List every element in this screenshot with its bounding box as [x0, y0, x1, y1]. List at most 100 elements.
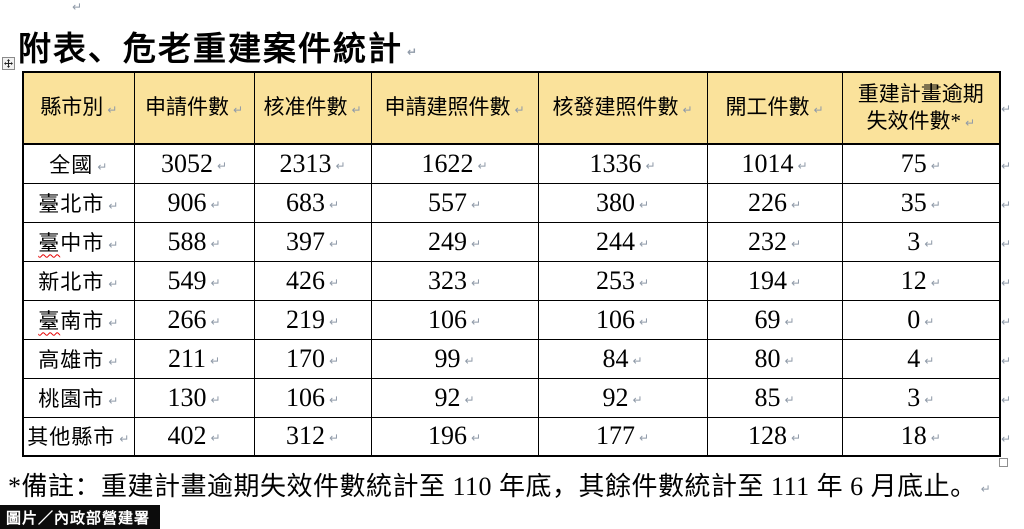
end-of-cell-mark: ↵ [328, 197, 340, 212]
column-header: 開工件數 ↵ [706, 71, 843, 145]
value-cell: 106 ↵ [537, 299, 708, 340]
end-of-cell-mark: ↵ [930, 431, 941, 446]
paragraph-mark: ↵ [72, 0, 83, 14]
end-of-cell-mark: ↵ [210, 431, 221, 446]
value-cell: 549 ↵ [133, 260, 255, 301]
value-cell: 106 ↵ [253, 377, 372, 418]
end-of-cell-mark: ↵ [97, 159, 109, 174]
value-cell: 426 ↵ [253, 260, 372, 301]
region-cell: 全國 ↵ [22, 143, 135, 184]
value-cell: 4 ↵ [841, 338, 1001, 379]
end-of-cell-mark: ↵ [790, 431, 802, 446]
table-move-handle[interactable] [2, 57, 15, 70]
table-row: 臺北市 ↵ 906 ↵ 683 ↵ 557 ↵ 380 ↵ 226 ↵ 35 ↵ [22, 182, 1001, 223]
column-header: 核准件數 ↵ [253, 71, 372, 145]
end-of-cell-mark: ↵ [108, 276, 120, 291]
end-of-cell-mark: ↵ [108, 354, 120, 369]
end-of-cell-mark: ↵ [464, 392, 475, 407]
end-of-cell-mark: ↵ [328, 431, 340, 446]
four-way-arrow-icon [4, 59, 13, 68]
page-title: 附表、危老重建案件統計 ↵ [18, 22, 419, 70]
end-of-cell-mark: ↵ [108, 237, 120, 252]
end-of-row-mark: ↵ [1001, 314, 1012, 329]
region-cell: 臺北市 ↵ [22, 182, 135, 223]
value-cell: 18 ↵ [841, 416, 1001, 457]
end-of-cell-mark: ↵ [210, 314, 221, 329]
end-of-cell-mark: ↵ [790, 197, 802, 212]
value-cell: 3052 ↵ [133, 143, 255, 184]
stats-table: 縣市別 ↵ 申請件數 ↵ 核准件數 ↵ 申請建照件數 ↵ 核發建照件數 ↵ 開工件數 ↵ 重建計畫逾期 … [22, 71, 1001, 457]
value-cell: 380 ↵ [537, 182, 708, 223]
end-of-row-mark: ↵ [1001, 275, 1012, 290]
end-of-cell-mark: ↵ [645, 158, 656, 173]
end-of-cell-mark: ↵ [470, 314, 482, 329]
value-cell: 906 ↵ [133, 182, 255, 223]
value-cell: 35 ↵ [841, 182, 1001, 223]
end-of-row-mark: ↵ [1001, 353, 1012, 368]
value-cell: 0 ↵ [841, 299, 1001, 340]
image-credit-badge: 圖片／內政部營建署 [0, 505, 161, 529]
end-of-cell-mark: ↵ [514, 102, 525, 117]
end-of-cell-mark: ↵ [470, 197, 482, 212]
end-of-cell-mark: ↵ [107, 102, 118, 117]
value-cell: 312 ↵ [253, 416, 372, 457]
end-of-cell-mark: ↵ [216, 158, 228, 173]
end-of-row-mark: ↵ [1001, 197, 1012, 212]
table-row: 新北市 ↵ 549 ↵ 426 ↵ 323 ↵ 253 ↵ 194 ↵ 12 ↵ [22, 260, 1001, 301]
value-cell: 588 ↵ [133, 221, 255, 262]
end-of-row-mark: ↵ [1001, 431, 1012, 446]
region-cell: 新北市 ↵ [22, 260, 135, 301]
header-row: 縣市別 ↵ 申請件數 ↵ 核准件數 ↵ 申請建照件數 ↵ 核發建照件數 ↵ 開工件數 ↵ 重建計畫逾期 … [22, 71, 1001, 145]
end-of-cell-mark: ↵ [930, 275, 941, 290]
value-cell: 557 ↵ [370, 182, 539, 223]
end-of-cell-mark: ↵ [328, 236, 340, 251]
column-header: 申請建照件數 ↵ [370, 71, 539, 145]
spellcheck-squiggle: 臺 [38, 230, 61, 255]
value-cell: 402 ↵ [133, 416, 255, 457]
footnote: *備註：重建計畫逾期失效件數統計至 110 年底，其餘件數統計至 111 年 6… [8, 466, 991, 503]
value-cell: 397 ↵ [253, 221, 372, 262]
table-resize-handle[interactable] [999, 458, 1008, 467]
table-row: 高雄市 ↵ 211 ↵ 170 ↵ 99 ↵ 84 ↵ 80 ↵ 4 ↵ [22, 338, 1001, 379]
end-of-cell-mark: ↵ [209, 353, 221, 368]
table-row: 其他縣市 ↵ 402 ↵ 312 ↵ 196 ↵ 177 ↵ 128 ↵ 18 ↵ [22, 416, 1001, 457]
value-cell: 1014 ↵ [706, 143, 843, 184]
region-cell: 臺中市 ↵ [22, 221, 135, 262]
end-of-cell-mark: ↵ [328, 353, 340, 368]
end-of-cell-mark: ↵ [784, 353, 795, 368]
value-cell: 92 ↵ [537, 377, 708, 418]
end-of-cell-mark: ↵ [470, 236, 482, 251]
value-cell: 2313 ↵ [253, 143, 372, 184]
end-of-cell-mark: ↵ [632, 392, 643, 407]
end-of-cell-mark: ↵ [924, 353, 935, 368]
table-container: 縣市別 ↵ 申請件數 ↵ 核准件數 ↵ 申請建照件數 ↵ 核發建照件數 ↵ 開工件數 ↵ 重建計畫逾期 … [22, 71, 1001, 457]
value-cell: 80 ↵ [706, 338, 843, 379]
end-of-cell-mark: ↵ [924, 236, 935, 251]
value-cell: 211 ↵ [133, 338, 255, 379]
end-of-cell-mark: ↵ [470, 431, 482, 446]
value-cell: 266 ↵ [133, 299, 255, 340]
paragraph-mark: ↵ [980, 482, 992, 497]
value-cell: 130 ↵ [133, 377, 255, 418]
end-of-row-mark: ↵ [1001, 392, 1012, 407]
end-of-cell-mark: ↵ [328, 275, 340, 290]
end-of-cell-mark: ↵ [638, 314, 650, 329]
end-of-row-mark: ↵ [1001, 101, 1012, 116]
value-cell: 3 ↵ [841, 377, 1001, 418]
column-header: 核發建照件數 ↵ [537, 71, 708, 145]
value-cell: 99 ↵ [370, 338, 539, 379]
value-cell: 170 ↵ [253, 338, 372, 379]
table-row: 全國 ↵ 3052 ↵ 2313 ↵ 1622 ↵ 1336 ↵ 1014 ↵ 75 ↵ [22, 143, 1001, 184]
region-cell: 臺南市 ↵ [22, 299, 135, 340]
end-of-cell-mark: ↵ [210, 197, 221, 212]
end-of-cell-mark: ↵ [210, 392, 221, 407]
value-cell: 253 ↵ [537, 260, 708, 301]
end-of-cell-mark: ↵ [335, 158, 346, 173]
region-cell: 桃園市 ↵ [22, 377, 135, 418]
table-row: 桃園市 ↵ 130 ↵ 106 ↵ 92 ↵ 92 ↵ 85 ↵ 3 ↵ [22, 377, 1001, 418]
table-row: 臺南市 ↵ 266 ↵ 219 ↵ 106 ↵ 106 ↵ 69 ↵ 0 ↵ [22, 299, 1001, 340]
value-cell: 85 ↵ [706, 377, 843, 418]
value-cell: 244 ↵ [537, 221, 708, 262]
footnote-text: *備註：重建計畫逾期失效件數統計至 110 年底，其餘件數統計至 111 年 6… [8, 472, 977, 501]
end-of-cell-mark: ↵ [464, 353, 475, 368]
